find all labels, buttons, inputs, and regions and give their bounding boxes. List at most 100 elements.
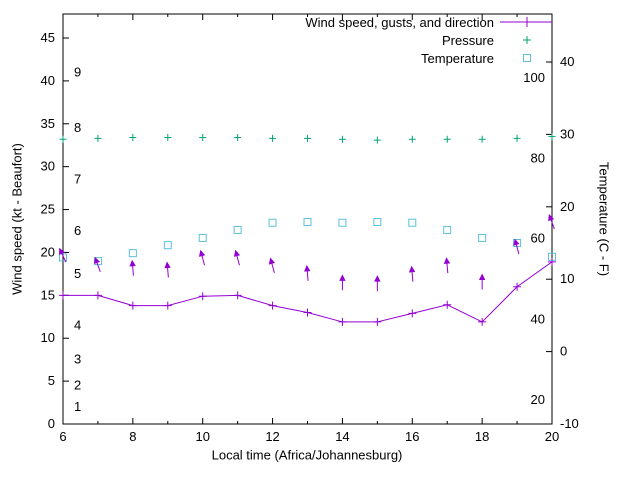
arrow-head [233,249,241,257]
arrow-head [548,213,555,222]
pressure-point [59,135,67,143]
x-axis-title: Local time (Africa/Johannesburg) [211,447,403,463]
legend-label: Temperature [421,50,494,66]
wind-direction-arrow [268,257,276,274]
wind-speed-point [443,300,452,309]
wind-speed-point [303,308,312,317]
y-left-tick-label: 45 [41,30,55,45]
y-left-tick-label: 25 [41,202,55,217]
arrow-head [374,275,381,282]
wind-direction-arrow [233,249,241,266]
x-tick-label: 12 [265,429,279,444]
pressure-point [304,134,311,142]
legend-label: Wind speed, gusts, and direction [305,14,494,30]
pressure-point [408,135,416,143]
wind-direction-arrow [548,213,555,230]
wind-speed-point [548,257,556,266]
arrow-head [59,247,65,255]
beaufort-label: 2 [74,377,81,392]
arrow-stem [166,266,169,278]
pressure-point [478,135,486,143]
y-left-tick-label: 15 [41,287,55,302]
beaufort-label: 4 [74,317,81,332]
wind-speed-point [373,317,382,326]
temperature-point [303,218,312,227]
y-right-tick-label: 30 [560,126,574,141]
wind-direction-arrow [374,275,381,292]
wind-direction-arrow [513,238,520,255]
arrow-stem [60,252,67,263]
beaufort-label: 6 [74,223,81,238]
y-left-tick-label: 0 [48,416,55,431]
pressure-point [129,134,137,142]
legend-item: Wind speed, gusts, and direction [305,13,552,31]
y-left-tick-label: 30 [41,159,55,174]
legend: Wind speed, gusts, and direction Pressure… [305,13,552,67]
temperature-point [408,218,417,227]
arrow-head [129,259,136,267]
wind-speed-point [233,291,242,300]
legend-marker-line-plus [500,16,552,28]
arrow-head [339,274,346,281]
wind-speed-point [198,292,207,301]
wind-speed-point [408,309,417,318]
temperature-point [338,218,347,227]
x-tick-label: 18 [475,429,489,444]
fahrenheit-label: 100 [523,70,545,85]
arrow-head [408,265,416,273]
x-tick-label: 8 [129,429,136,444]
wind-direction-arrow [304,264,311,281]
arrow-stem [132,264,134,276]
arrow-stem [306,269,309,281]
temperature-point [443,225,452,234]
wind-speed-point [268,301,277,310]
y-right-tick-label: 10 [560,271,574,286]
arrow-stem [411,270,414,282]
beaufort-label: 9 [74,64,81,79]
wind-speed-point [338,317,347,326]
wind-direction-arrow [94,256,101,273]
pressure-point [373,136,381,144]
arrow-head [478,273,486,280]
pressure-point [164,134,172,142]
arrow-stem [96,261,101,273]
fahrenheit-label: 20 [531,392,545,407]
arrow-stem [446,262,449,274]
left-axis-title: Wind speed (kt - Beaufort) [9,143,25,295]
temperature-point [128,249,137,258]
wind-direction-arrow [164,261,171,278]
arrow-stem [515,243,520,255]
temperature-point [163,241,172,250]
legend-marker-square [500,52,552,64]
pressure-point [513,134,521,142]
y-left-tick-label: 35 [41,116,55,131]
temperature-point [373,218,382,227]
pressure-point [338,135,346,143]
wind-speed-point [478,317,487,326]
wind-direction-arrow [198,249,206,266]
x-tick-label: 20 [545,429,559,444]
wind-speed-point [513,282,522,291]
wind-direction-arrow [408,265,416,282]
pressure-point [94,134,102,142]
y-right-tick-label: 40 [560,54,574,69]
arrow-head [164,261,171,269]
wind-direction-arrow [443,257,451,274]
wind-direction-arrow [59,247,67,263]
y-right-tick-label: 0 [560,344,567,359]
temperature-point [233,225,242,234]
wind-speed-point [93,291,102,300]
wind-speed-point [59,291,67,300]
x-tick-label: 10 [195,429,209,444]
pressure-point [548,133,556,141]
x-tick-label: 16 [405,429,419,444]
arrow-head [198,249,206,257]
wind-direction-arrow [129,259,136,276]
beaufort-label: 5 [74,266,81,281]
beaufort-label: 7 [74,172,81,187]
pressure-point [269,134,277,142]
y-left-tick-label: 10 [41,330,55,345]
y-right-tick-label: 20 [560,199,574,214]
